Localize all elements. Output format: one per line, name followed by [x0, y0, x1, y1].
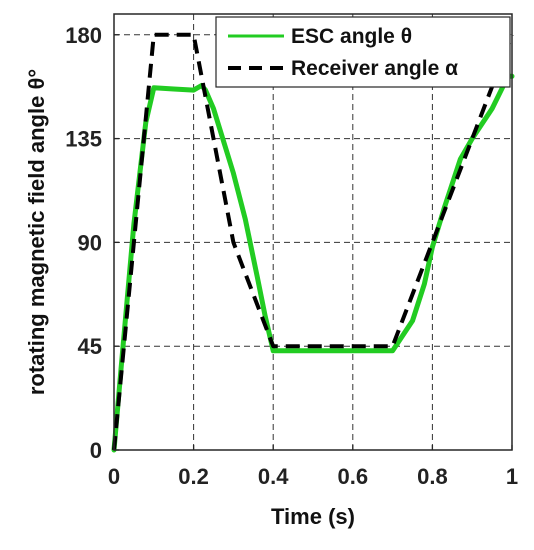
x-tick-label: 0.2 [178, 464, 209, 489]
x-tick-label: 0.6 [338, 464, 369, 489]
y-tick-label: 0 [90, 438, 102, 463]
receiver-angle-line [112, 32, 514, 451]
y-tick-label: 45 [78, 334, 102, 359]
y-axis-title: rotating magnetic field angle θ° [24, 69, 49, 395]
x-tick-label: 0.8 [417, 464, 448, 489]
legend: ESC angle θ Receiver angle α [215, 16, 511, 88]
y-tick-label: 180 [65, 23, 102, 48]
plot-frame [113, 13, 513, 451]
x-tick-label: 0 [108, 464, 120, 489]
esc-angle-line [111, 73, 515, 453]
x-tick-label: 0.4 [258, 464, 289, 489]
y-tick-label: 135 [65, 127, 102, 152]
legend-label-esc: ESC angle θ [291, 25, 412, 48]
y-tick-label: 90 [78, 230, 102, 255]
legend-label-receiver: Receiver angle α [291, 57, 458, 80]
series-lines [111, 32, 515, 453]
x-axis-title: Time (s) [271, 504, 355, 529]
x-tick-label: 1 [506, 464, 518, 489]
legend-box [215, 16, 511, 88]
axis-ticks: 0 0.2 0.4 0.6 0.8 1 0 45 90 135 180 [65, 23, 518, 489]
